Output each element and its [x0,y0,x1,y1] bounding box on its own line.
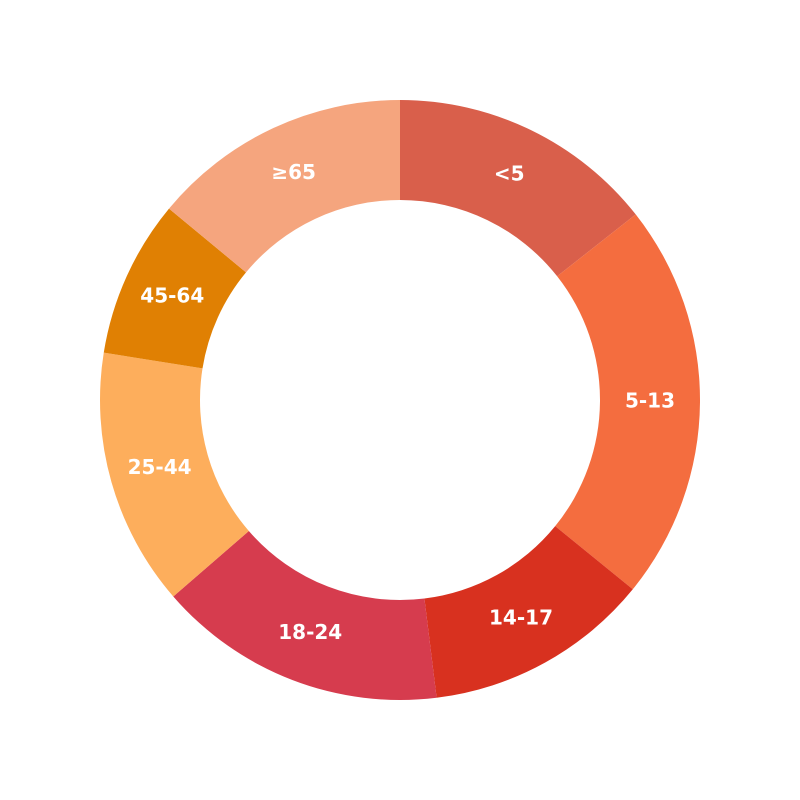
slices-layer [99,100,700,700]
slice-label: ≥65 [271,160,316,184]
donut-slice [173,530,437,700]
slice-label: 5-13 [625,388,675,412]
donut-slice [103,208,247,369]
donut-slice [99,352,249,597]
labels-layer: <5 5-13 14-17 18-24 25-44 45-64 ≥65 [128,160,675,644]
donut-slice [555,214,700,590]
donut-slice [169,100,400,273]
slice-label: 18-24 [278,620,342,644]
slice-label: 45-64 [140,283,204,307]
donut-slice [400,100,636,277]
slice-label: 14-17 [489,605,553,629]
slice-label: 25-44 [128,455,192,479]
donut-slice [424,526,633,698]
slice-label: <5 [494,162,525,186]
